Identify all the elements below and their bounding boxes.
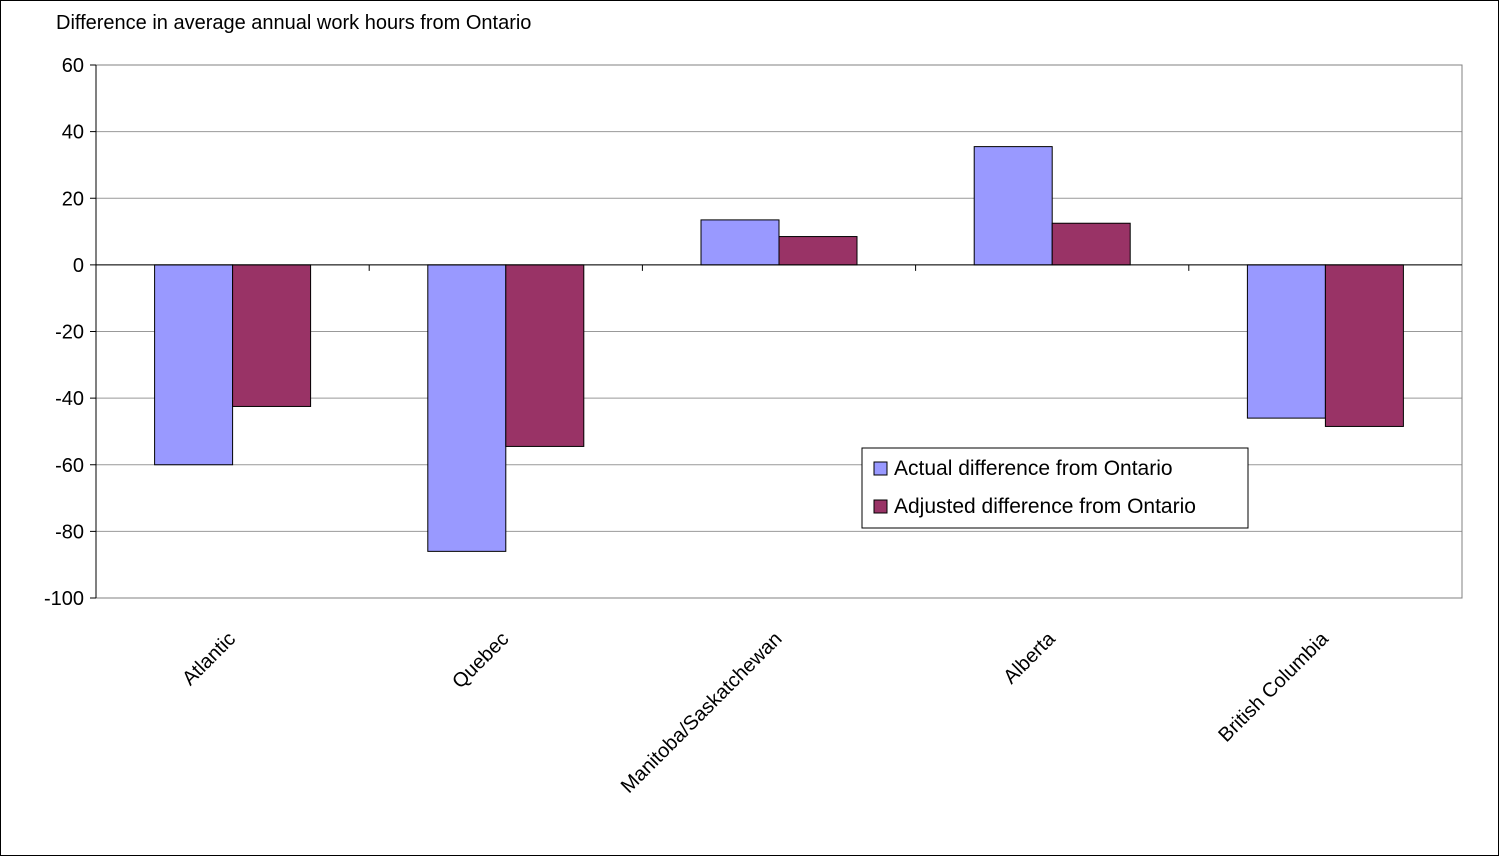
legend-box [861, 447, 1249, 529]
y-tick-labels: 60 40 20 0 -20 -40 -60 -80 -100 [44, 55, 84, 610]
y-tick-label: 60 [62, 55, 84, 77]
y-tick-label: -40 [55, 388, 84, 410]
bar-actual-3 [973, 146, 1053, 266]
x-tick-labels: Atlantic Quebec Manitoba/Saskatchewan Alber… [178, 627, 1333, 797]
bar-actual-4 [1246, 264, 1326, 419]
legend-swatch [873, 461, 888, 476]
bar-adjusted-0 [232, 264, 312, 407]
legend: Actual difference from Ontario Adjusted d… [861, 447, 1249, 529]
bar-adjusted-3 [1051, 222, 1131, 266]
x-tick-label: British Columbia [1214, 627, 1333, 746]
bar-adjusted-1 [505, 264, 585, 447]
axes [90, 64, 1463, 599]
y-tick-label: -60 [55, 455, 84, 477]
y-tick-label: 20 [62, 188, 84, 210]
y-tick-label: -100 [44, 588, 84, 610]
y-tick-label: 0 [73, 255, 84, 277]
y-tick-label: -80 [55, 521, 84, 543]
bar-actual-2 [700, 219, 780, 266]
legend-swatch [873, 499, 888, 514]
y-tick-label: -20 [55, 322, 84, 344]
x-tick-label: Atlantic [178, 628, 240, 690]
y-tick-label: 40 [62, 122, 84, 144]
legend-label: Actual difference from Ontario [894, 457, 1173, 480]
legend-label: Adjusted difference from Ontario [894, 495, 1196, 518]
bar-actual-0 [154, 264, 234, 466]
bars [154, 146, 1404, 552]
y-axis-title: Difference in average annual work hours … [56, 12, 532, 34]
x-tick-label: Quebec [448, 628, 513, 693]
x-tick-label: Manitoba/Saskatchewan [617, 628, 787, 798]
bar-adjusted-2 [778, 236, 858, 266]
bar-actual-1 [427, 264, 507, 552]
x-tick-label: Alberta [999, 627, 1060, 688]
bar-adjusted-4 [1324, 264, 1404, 427]
